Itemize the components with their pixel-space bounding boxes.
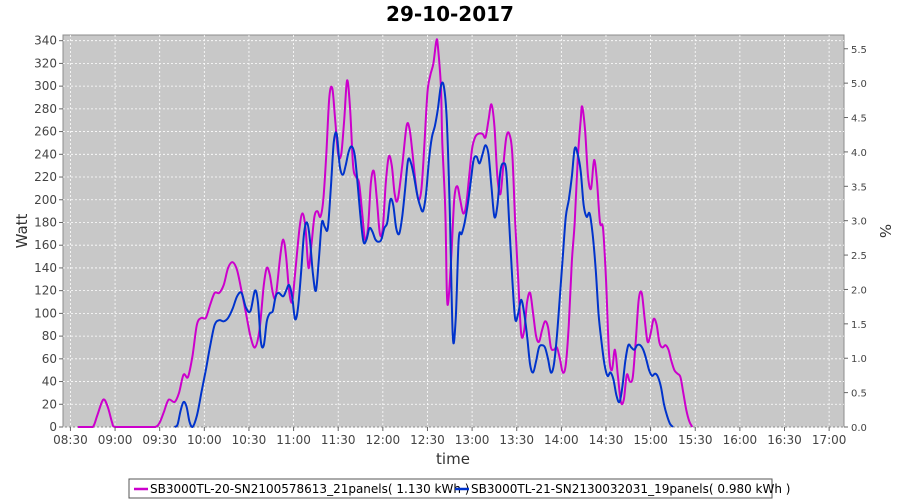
y2-tick-label: 1.0 — [851, 354, 867, 365]
x-tick-label: 11:00 — [276, 433, 311, 447]
y-tick-label: 20 — [42, 397, 57, 411]
y-tick-label: 0 — [49, 420, 57, 434]
y-tick-label: 140 — [34, 261, 57, 275]
y2-tick-label: 5.0 — [851, 79, 867, 90]
y2-tick-label: 4.0 — [851, 148, 867, 159]
x-tick-label: 16:00 — [723, 433, 758, 447]
grid-lines — [63, 35, 844, 428]
series-lines — [77, 38, 694, 428]
y-tick-label: 300 — [34, 79, 57, 93]
series-line-2 — [173, 81, 674, 428]
y2-tick-label: 4.5 — [851, 114, 867, 125]
x-tick-label: 09:00 — [98, 433, 133, 447]
x-tick-label: 11:30 — [321, 433, 356, 447]
y2-tick-label: 1.5 — [851, 320, 867, 331]
y-tick-label: 40 — [42, 375, 57, 389]
y2-tick-label: 2.0 — [851, 285, 867, 296]
x-tick-label: 14:00 — [544, 433, 579, 447]
y-tick-label: 280 — [34, 102, 57, 116]
legend-box — [128, 478, 773, 499]
y-tick-label: 120 — [34, 284, 57, 298]
legend-label-2: SB3000TL-21-SN2130032031_19panels( 0.980… — [471, 482, 790, 496]
y-tick-label: 320 — [34, 56, 57, 70]
y2-tick-label: 3.0 — [851, 217, 867, 228]
x-tick-label: 16:30 — [767, 433, 802, 447]
x-axis-label: time — [436, 450, 470, 468]
x-tick-label: 09:30 — [142, 433, 177, 447]
y2-tick-label: 0.0 — [851, 423, 867, 434]
x-tick-label: 15:00 — [633, 433, 668, 447]
x-tick-label: 13:00 — [455, 433, 490, 447]
y-tick-label: 240 — [34, 147, 57, 161]
y2-tick-label: 2.5 — [851, 251, 867, 262]
y-tick-label: 340 — [34, 34, 57, 48]
legend-label-1: SB3000TL-20-SN2100578613_21panels( 1.130… — [150, 482, 469, 496]
y-tick-label: 180 — [34, 215, 57, 229]
y-tick-label: 200 — [34, 193, 57, 207]
x-tick-label: 15:30 — [678, 433, 713, 447]
x-tick-label: 10:30 — [232, 433, 267, 447]
y-axis-ticks: 0 20 40 60 80 100 120 140 160 180 200 220 240 260 280 3… — [34, 34, 63, 434]
chart-title: 29-10-2017 — [386, 2, 514, 26]
y2-tick-label: 3.5 — [851, 182, 867, 193]
x-tick-label: 08:30 — [53, 433, 88, 447]
x-tick-label: 17:00 — [812, 433, 847, 447]
y-tick-label: 80 — [42, 329, 57, 343]
y2-axis-ticks: 0.0 0.5 1.0 1.5 2.0 2.5 3.0 3.5 4.0 4.5 5.0 5.5 — [844, 45, 867, 434]
x-axis-ticks: 08:30 09:00 09:30 10:00 10:30 11:00 11:30 12:00… — [53, 427, 846, 447]
y2-tick-label: 0.5 — [851, 389, 867, 400]
x-tick-label: 14:30 — [589, 433, 624, 447]
legend: SB3000TL-20-SN2100578613_21panels( 1.130… — [134, 482, 790, 496]
x-tick-label: 10:00 — [187, 433, 222, 447]
y-axis-label: Watt — [13, 213, 31, 248]
y-tick-label: 220 — [34, 170, 57, 184]
y2-axis-label: % — [876, 224, 894, 238]
y2-tick-label: 5.5 — [851, 45, 867, 56]
series-line-1 — [77, 38, 694, 428]
y-tick-label: 160 — [34, 238, 57, 252]
x-tick-label: 12:30 — [410, 433, 445, 447]
y-tick-label: 100 — [34, 306, 57, 320]
y-tick-label: 60 — [42, 352, 57, 366]
x-tick-label: 13:30 — [499, 433, 534, 447]
y-tick-label: 260 — [34, 125, 57, 139]
x-tick-label: 12:00 — [366, 433, 401, 447]
